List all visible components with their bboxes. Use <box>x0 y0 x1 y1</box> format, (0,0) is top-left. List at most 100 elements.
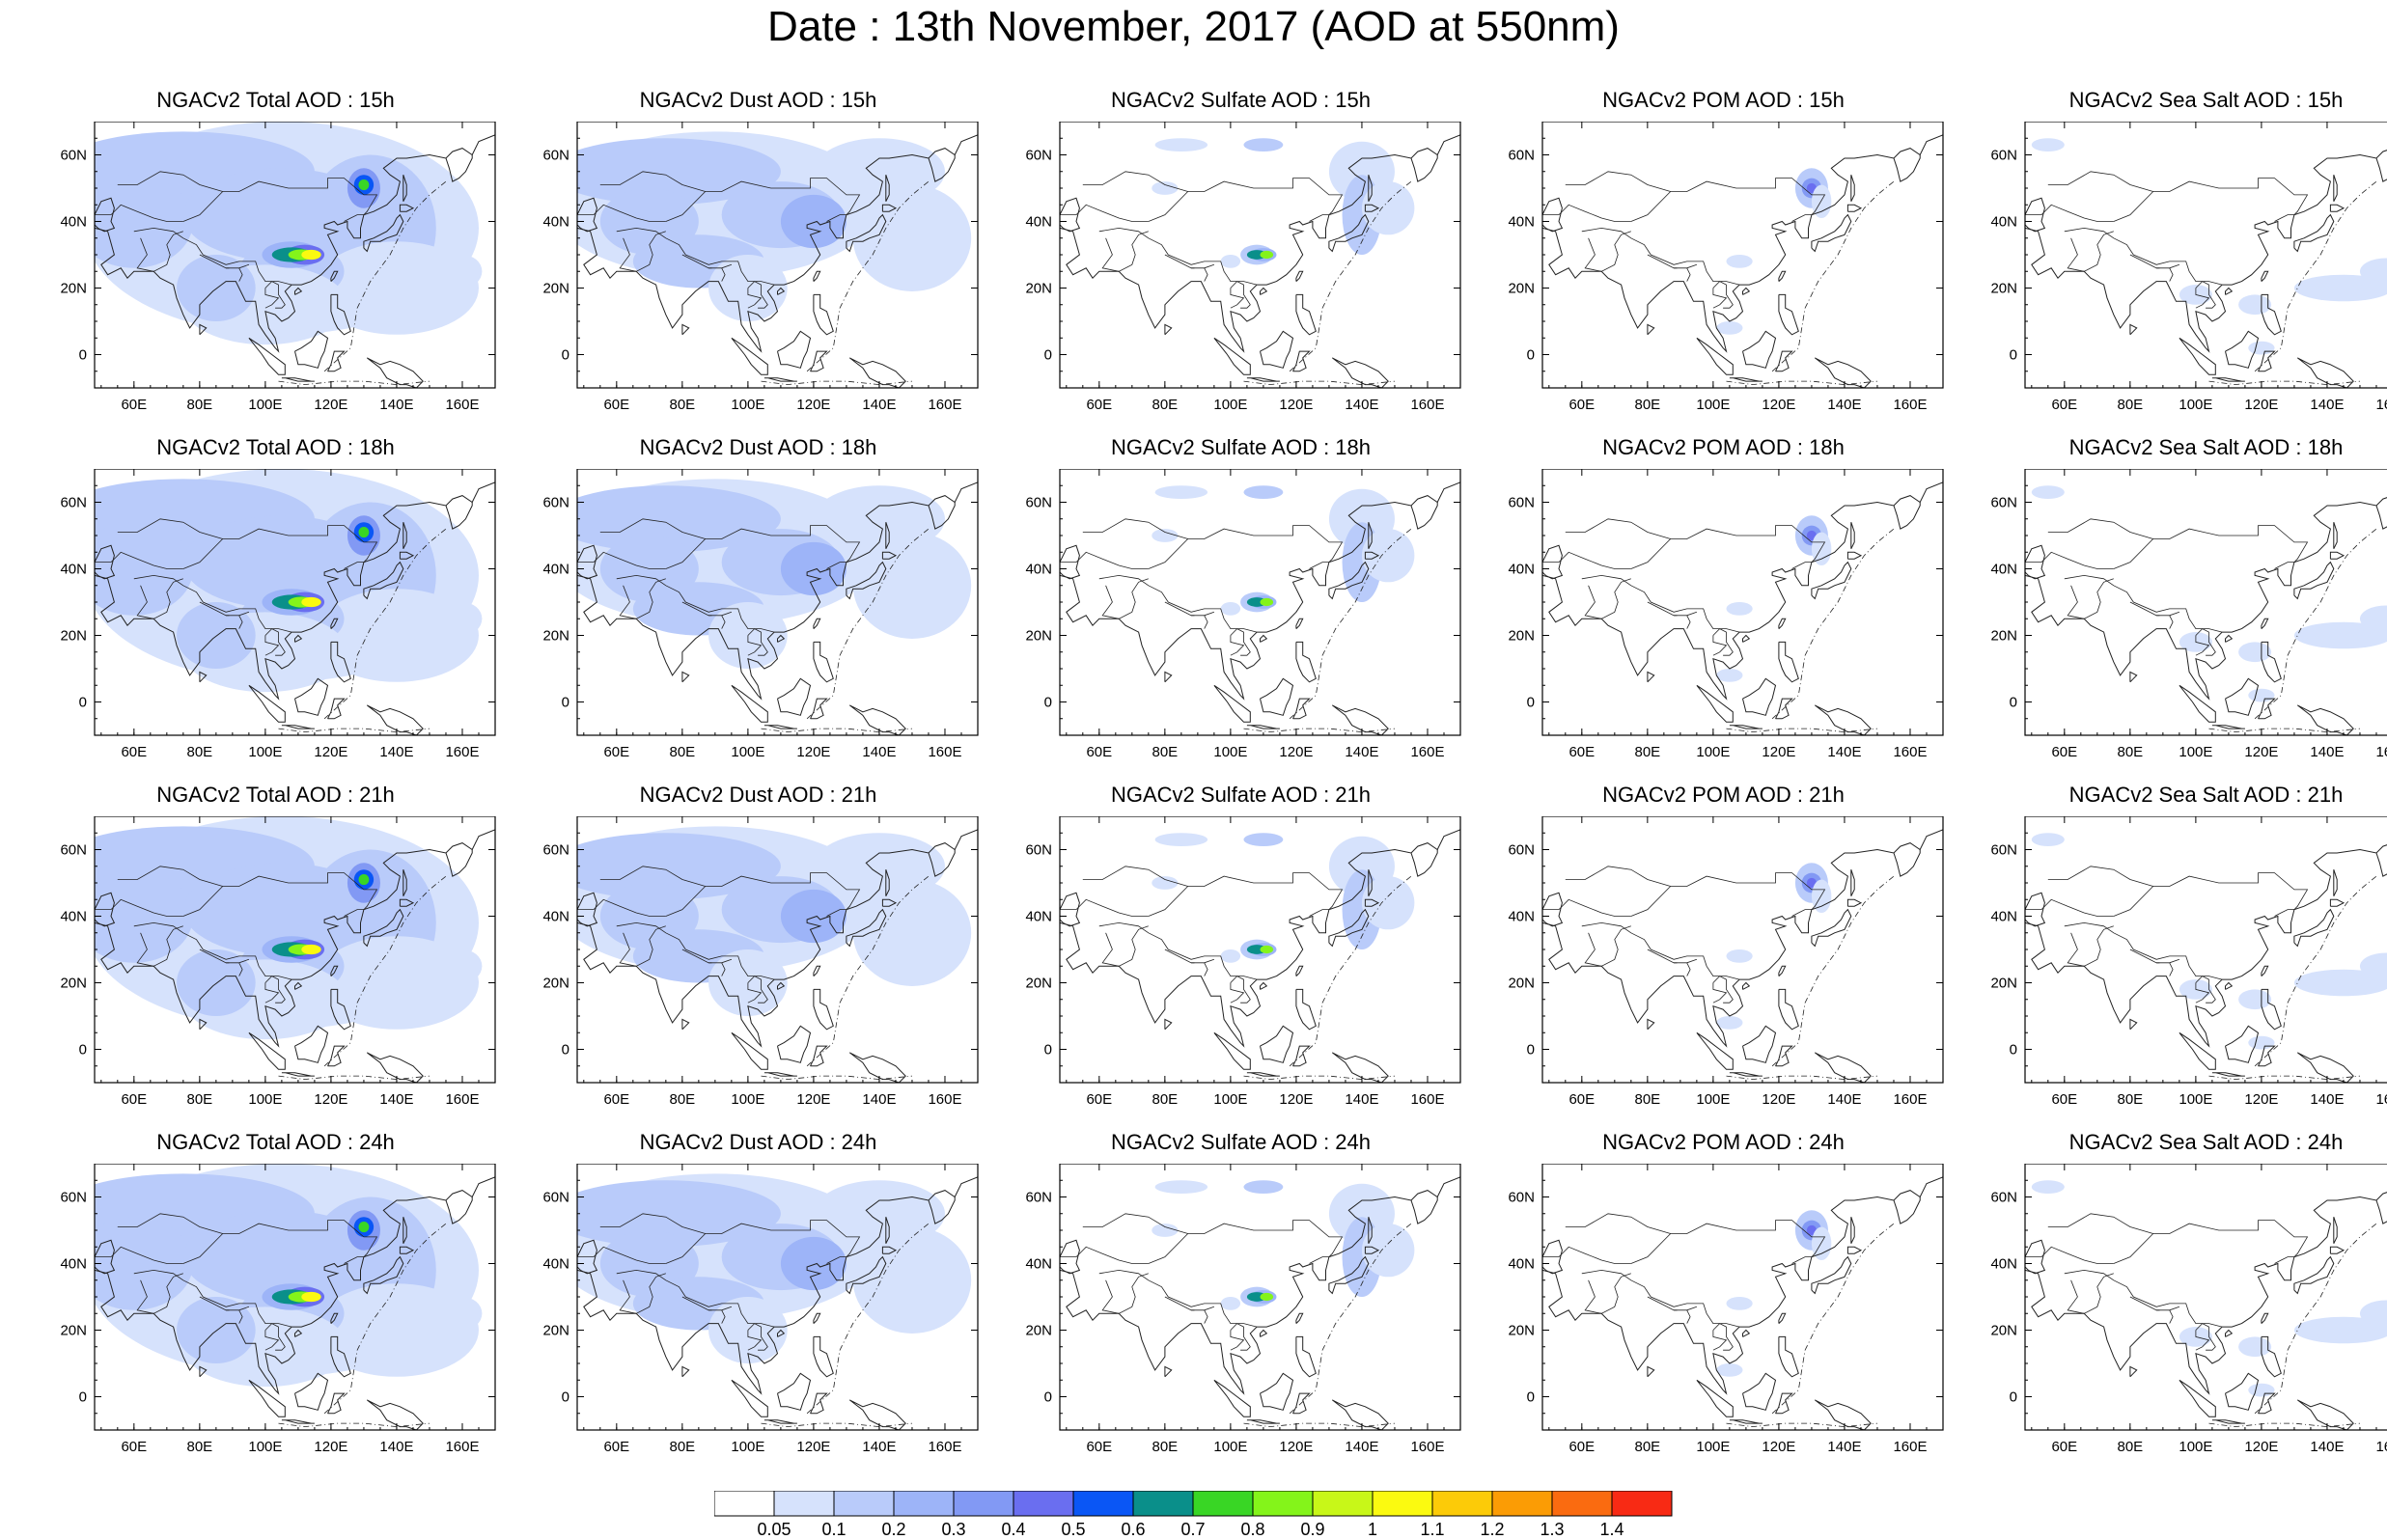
lon-tick-label: 140E <box>1345 1439 1378 1455</box>
lon-tick-label: 140E <box>862 1439 896 1455</box>
lat-tick-label: 20N <box>1508 281 1535 297</box>
aod-contour <box>1243 833 1284 847</box>
lat-tick-label: 40N <box>1025 909 1052 925</box>
coastlines <box>1542 481 1943 735</box>
lon-tick-label: 120E <box>314 397 347 413</box>
aod-map: 60E 80E 100E 120E 140E 160E 0 20N 40N 60N <box>1025 1164 1461 1455</box>
coastlines <box>1060 829 1460 1083</box>
panel-title: NGACv2 POM AOD : 15h <box>1602 88 1845 112</box>
lat-tick-label: 20N <box>60 281 87 297</box>
aod-contour <box>1243 138 1284 152</box>
lon-tick-label: 140E <box>2310 1091 2344 1108</box>
lat-tick-label: 20N <box>542 281 569 297</box>
lon-tick-label: 60E <box>1086 1091 1112 1108</box>
aod-map: 60E 80E 100E 120E 140E 160E 0 20N 40N 60N <box>1508 122 1944 413</box>
lon-tick-label: 80E <box>670 1091 696 1108</box>
lat-tick-label: 60N <box>1990 1190 2017 1206</box>
lon-tick-label: 140E <box>1827 397 1861 413</box>
aod-map: 60E 80E 100E 120E 140E 160E 0 20N 40N 60N <box>1508 1164 1944 1455</box>
map-panel-dust-row4: NGACv2 Dust AOD : 24h 60E 80E 100E 120E 140E 1… <box>529 1129 979 1515</box>
colorbar-label: 0.8 <box>1240 1520 1264 1537</box>
aod-field <box>95 1164 483 1388</box>
aod-contour <box>1716 1363 1743 1377</box>
aod-contour <box>2031 833 2065 847</box>
lon-tick-label: 160E <box>445 1091 479 1108</box>
aod-map: 60E 80E 100E 120E 140E 160E 0 20N 40N 60N <box>542 122 979 413</box>
lat-tick-label: 60N <box>542 495 569 511</box>
lon-tick-label: 100E <box>1213 744 1247 760</box>
aod-contour <box>780 541 847 596</box>
lat-tick-label: 20N <box>60 1323 87 1339</box>
colorbar-label: 0.2 <box>881 1520 905 1537</box>
colorbar-label: 0.7 <box>1180 1520 1205 1537</box>
aod-contour <box>1726 602 1753 616</box>
aod-contour <box>1152 529 1179 542</box>
lat-tick-label: 20N <box>1025 976 1052 992</box>
aod-field <box>1716 515 1832 682</box>
aod-contour <box>2359 1300 2387 1328</box>
aod-contour <box>577 485 781 553</box>
colorbar-swatch <box>1312 1491 1374 1517</box>
aod-contour <box>1220 602 1241 616</box>
aod-contour <box>1361 529 1415 583</box>
aod-contour <box>1154 1180 1208 1195</box>
lat-tick-label: 20N <box>1508 1323 1535 1339</box>
lat-tick-label: 60N <box>1508 148 1535 164</box>
lat-tick-label: 20N <box>60 628 87 645</box>
lon-tick-label: 80E <box>1635 397 1661 413</box>
lon-tick-label: 120E <box>314 1439 347 1455</box>
lat-tick-label: 20N <box>1025 628 1052 645</box>
aod-map: 60E 80E 100E 120E 140E 160E 0 20N 40N 60N <box>1508 816 1944 1108</box>
panel-title: NGACv2 Sea Salt AOD : 18h <box>2068 435 2344 459</box>
lon-tick-label: 140E <box>2310 744 2344 760</box>
aod-map: 60E 80E 100E 120E 140E 160E 0 20N 40N 60N <box>1508 469 1944 760</box>
lon-tick-label: 120E <box>1762 397 1795 413</box>
coastlines <box>577 481 978 735</box>
aod-contour <box>95 1217 194 1310</box>
lon-tick-label: 100E <box>1696 1091 1730 1108</box>
lat-tick-label: 60N <box>1990 148 2017 164</box>
aod-contour <box>1152 1224 1179 1237</box>
colorbar-label: 0.05 <box>757 1520 791 1537</box>
colorbar-label: 1 <box>1368 1520 1377 1537</box>
lon-tick-label: 120E <box>1279 1439 1313 1455</box>
aod-contour <box>2031 1180 2065 1195</box>
aod-map: 60E 80E 100E 120E 140E 160E 0 20N 40N 60N <box>1990 469 2387 760</box>
aod-contour <box>2359 258 2387 286</box>
lon-tick-label: 120E <box>314 1091 347 1108</box>
colorbar-swatch <box>1072 1491 1134 1517</box>
lat-tick-label: 40N <box>60 562 87 578</box>
colorbar-swatch <box>1192 1491 1254 1517</box>
aod-contour <box>95 522 194 616</box>
lon-tick-label: 80E <box>1635 744 1661 760</box>
aod-colorbar: 0.05 0.1 0.2 0.3 0.4 0.5 0.6 0.7 0.8 0.9 1 1.1 1.2 1.… <box>714 1491 1673 1537</box>
aod-contour <box>1260 597 1274 607</box>
lon-tick-label: 160E <box>445 744 479 760</box>
aod-contour <box>1726 949 1753 963</box>
aod-contour <box>177 255 256 321</box>
aod-contour <box>1716 669 1743 682</box>
lat-tick-label: 0 <box>2010 695 2017 711</box>
lon-tick-label: 60E <box>603 397 629 413</box>
lon-tick-label: 120E <box>1279 744 1313 760</box>
lon-tick-label: 120E <box>796 1091 830 1108</box>
lat-tick-label: 20N <box>1990 976 2017 992</box>
aod-contour <box>2238 294 2272 316</box>
lon-tick-label: 60E <box>2051 1439 2077 1455</box>
coastlines <box>1060 1176 1460 1430</box>
lon-tick-label: 60E <box>1086 397 1112 413</box>
lat-tick-label: 40N <box>1025 214 1052 231</box>
colorbar-swatch <box>953 1491 1014 1517</box>
lat-tick-label: 40N <box>1025 562 1052 578</box>
aod-field <box>95 122 483 345</box>
aod-contour <box>2248 341 2275 355</box>
aod-contour <box>95 869 194 963</box>
lat-tick-label: 20N <box>542 976 569 992</box>
aod-map: 60E 80E 100E 120E 140E 160E 0 20N 40N 60N <box>542 469 979 760</box>
aod-map: 60E 80E 100E 120E 140E 160E 0 20N 40N 60N <box>1990 816 2387 1108</box>
lat-tick-label: 60N <box>60 495 87 511</box>
lon-tick-label: 80E <box>187 1439 213 1455</box>
aod-contour <box>1260 945 1274 954</box>
lon-tick-label: 60E <box>603 744 629 760</box>
aod-field <box>1716 168 1832 335</box>
